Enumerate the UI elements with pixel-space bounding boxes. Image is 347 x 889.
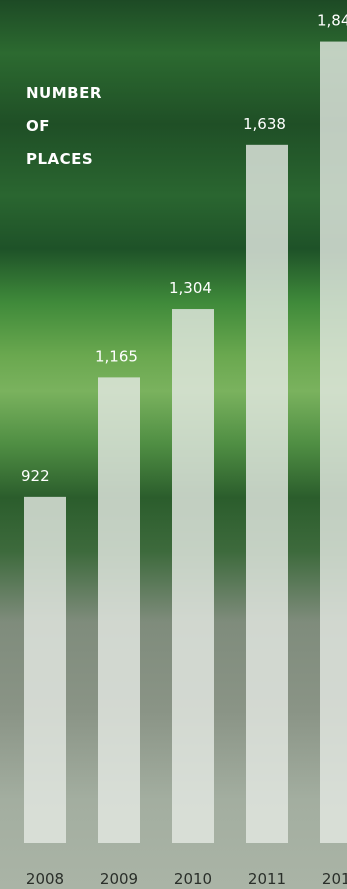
x-tick-label: 2012 xyxy=(322,870,347,888)
bar xyxy=(320,41,347,843)
value-label: 922 xyxy=(21,467,50,485)
value-label: 1,304 xyxy=(169,279,212,297)
bar xyxy=(24,496,66,843)
x-tick-label: 2010 xyxy=(174,870,212,888)
x-tick-label: 2009 xyxy=(100,870,138,888)
value-label: 1,848 xyxy=(317,12,347,30)
bar xyxy=(172,309,214,843)
value-label: 1,165 xyxy=(95,347,138,365)
x-tick-label: 2011 xyxy=(248,870,286,888)
value-label: 1,638 xyxy=(243,115,286,133)
bar xyxy=(246,144,288,843)
bar xyxy=(98,377,140,843)
chart-title: NUMBER OF PLACES xyxy=(26,84,102,168)
x-tick-label: 2008 xyxy=(26,870,64,888)
